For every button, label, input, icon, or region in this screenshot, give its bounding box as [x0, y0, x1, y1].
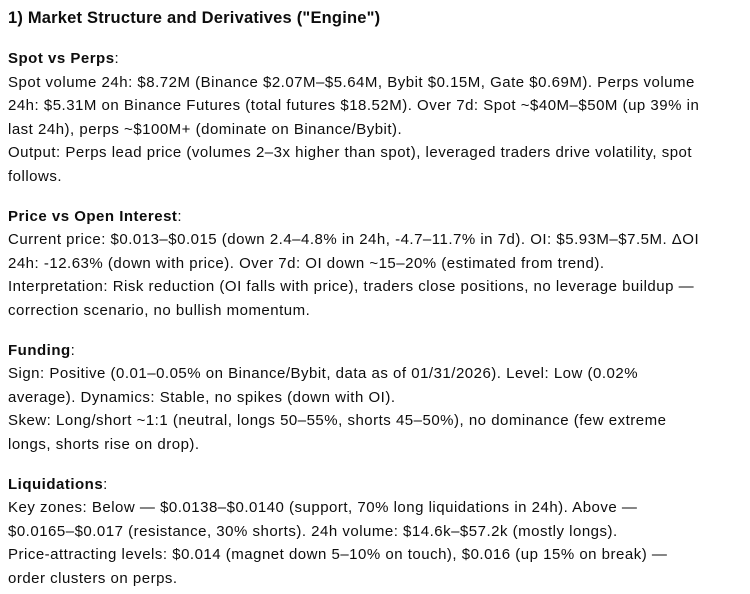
section-label-colon: :: [103, 475, 108, 493]
section-label-line: Spot vs Perps:: [8, 47, 708, 71]
section-label: Price vs Open Interest: [8, 207, 178, 225]
document-body: 1) Market Structure and Derivatives ("En…: [8, 9, 708, 591]
section-text: Interpretation: Risk reduction (OI falls…: [8, 278, 695, 319]
section-funding: Funding: Sign: Positive (0.01–0.05% on B…: [8, 339, 708, 457]
section-label: Funding: [8, 341, 71, 359]
section-label-line: Price vs Open Interest:: [8, 205, 708, 229]
section-text: Sign: Positive (0.01–0.05% on Binance/By…: [8, 365, 639, 406]
section-text: Current price: $0.013–$0.015 (down 2.4–4…: [8, 231, 700, 272]
page-title: 1) Market Structure and Derivatives ("En…: [8, 9, 381, 27]
section-spot-vs-perps: Spot vs Perps: Spot volume 24h: $8.72M (…: [8, 47, 708, 188]
section-label-colon: :: [177, 207, 183, 225]
section-text: Spot volume 24h: $8.72M (Binance $2.07M–…: [8, 73, 700, 138]
section-label-line: Liquidations:: [8, 473, 708, 497]
section-text: Price-attracting levels: $0.014 (magnet …: [8, 546, 668, 587]
section-label-colon: :: [70, 341, 76, 359]
section-liquidations: Liquidations: Key zones: Below — $0.0138…: [8, 473, 708, 591]
section-text: Key zones: Below — $0.0138–$0.0140 (supp…: [8, 499, 638, 540]
section-label-colon: :: [114, 50, 120, 67]
section-price-vs-open-interest: Price vs Open Interest: Current price: $…: [8, 205, 708, 323]
section-text: Skew: Long/short ~1:1 (neutral, longs 50…: [8, 412, 667, 453]
section-label: Liquidations: [8, 475, 104, 493]
section-label-line: Funding:: [8, 339, 708, 363]
section-label: Spot vs Perps: [8, 50, 115, 67]
section-text: Output: Perps lead price (volumes 2–3x h…: [8, 144, 693, 185]
